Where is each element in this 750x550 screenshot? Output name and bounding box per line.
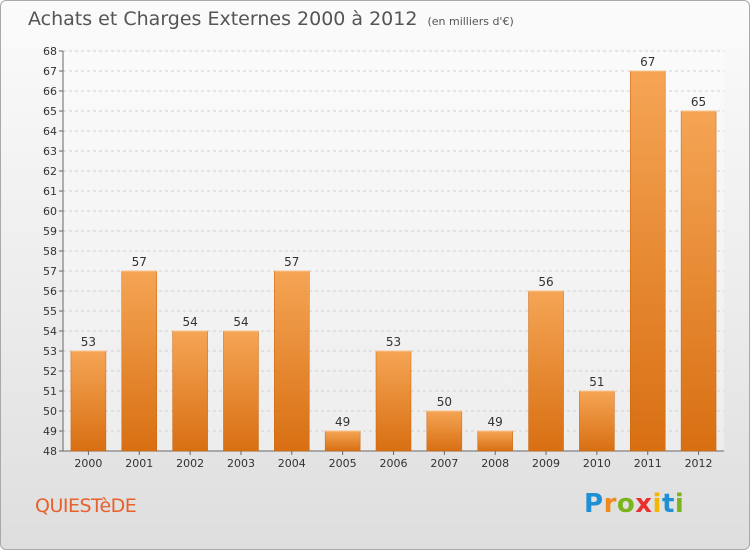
y-tick-label: 54 [43, 325, 57, 338]
y-tick-label: 62 [43, 165, 57, 178]
bar-value-label: 56 [538, 275, 553, 289]
bar [477, 430, 513, 452]
x-tick-label: 2001 [125, 457, 153, 470]
logo-letter: x [635, 489, 653, 519]
bar-value-label: 53 [81, 335, 96, 349]
proxiti-logo: Proxiti [584, 489, 684, 519]
bar [70, 350, 107, 452]
bar-value-label: 67 [640, 55, 655, 69]
bar [528, 290, 564, 452]
bar-value-label: 50 [437, 395, 452, 409]
bar-value-label: 49 [488, 415, 503, 429]
y-tick-label: 49 [43, 425, 57, 438]
x-tick-label: 2006 [380, 457, 408, 470]
bar-value-label: 53 [386, 335, 401, 349]
y-tick-label: 67 [43, 65, 57, 78]
logo-letter: o [616, 489, 636, 519]
logo-letter: t [661, 489, 675, 519]
y-tick-label: 68 [43, 45, 57, 58]
x-tick-label: 2002 [176, 457, 204, 470]
bar [426, 410, 463, 452]
chart-subtitle: (en milliers d'€) [427, 15, 514, 28]
x-tick-label: 2009 [532, 457, 560, 470]
bar-value-label: 51 [589, 375, 604, 389]
logo-letter: i [674, 489, 685, 519]
bar-value-label: 54 [182, 315, 197, 329]
x-tick-label: 2008 [481, 457, 509, 470]
bar [680, 110, 717, 452]
logo-letter: i [652, 489, 662, 519]
y-tick-label: 48 [43, 445, 57, 458]
y-tick-label: 55 [43, 305, 57, 318]
location-label: QUIESTèDE [35, 495, 137, 517]
bar [324, 430, 361, 452]
chart-title: Achats et Charges Externes 2000 à 2012 (e… [28, 8, 514, 30]
y-tick-label: 60 [43, 205, 57, 218]
x-tick-label: 2011 [634, 457, 662, 470]
y-tick-label: 58 [43, 245, 57, 258]
x-tick-label: 2003 [227, 457, 255, 470]
x-tick-label: 2004 [278, 457, 306, 470]
y-tick-label: 56 [43, 285, 57, 298]
bar-value-label: 65 [691, 95, 706, 109]
x-tick-label: 2000 [74, 457, 102, 470]
y-tick-label: 63 [43, 145, 57, 158]
bar-value-label: 54 [233, 315, 248, 329]
bar [579, 390, 615, 452]
x-tick-label: 2007 [430, 457, 458, 470]
bar-value-label: 57 [284, 255, 299, 269]
bar [121, 270, 158, 452]
x-tick-label: 2012 [685, 457, 713, 470]
y-tick-label: 64 [43, 125, 57, 138]
bar [375, 350, 412, 452]
bar-value-label: 57 [132, 255, 147, 269]
y-tick-label: 59 [43, 225, 57, 238]
logo-letter: r [603, 489, 617, 519]
y-tick-label: 52 [43, 365, 57, 378]
bar [223, 330, 259, 452]
y-tick-label: 65 [43, 105, 57, 118]
logo-letter: P [584, 489, 604, 519]
bar-value-label: 49 [335, 415, 350, 429]
y-tick-label: 53 [43, 345, 57, 358]
bar [172, 330, 208, 452]
y-tick-label: 57 [43, 265, 57, 278]
chart-title-text: Achats et Charges Externes 2000 à 2012 [28, 8, 418, 30]
y-tick-label: 50 [43, 405, 57, 418]
x-tick-label: 2010 [583, 457, 611, 470]
y-tick-label: 51 [43, 385, 57, 398]
y-tick-label: 61 [43, 185, 57, 198]
bar [629, 70, 666, 452]
y-tick-label: 66 [43, 85, 57, 98]
bar [274, 270, 310, 452]
x-tick-label: 2005 [329, 457, 357, 470]
